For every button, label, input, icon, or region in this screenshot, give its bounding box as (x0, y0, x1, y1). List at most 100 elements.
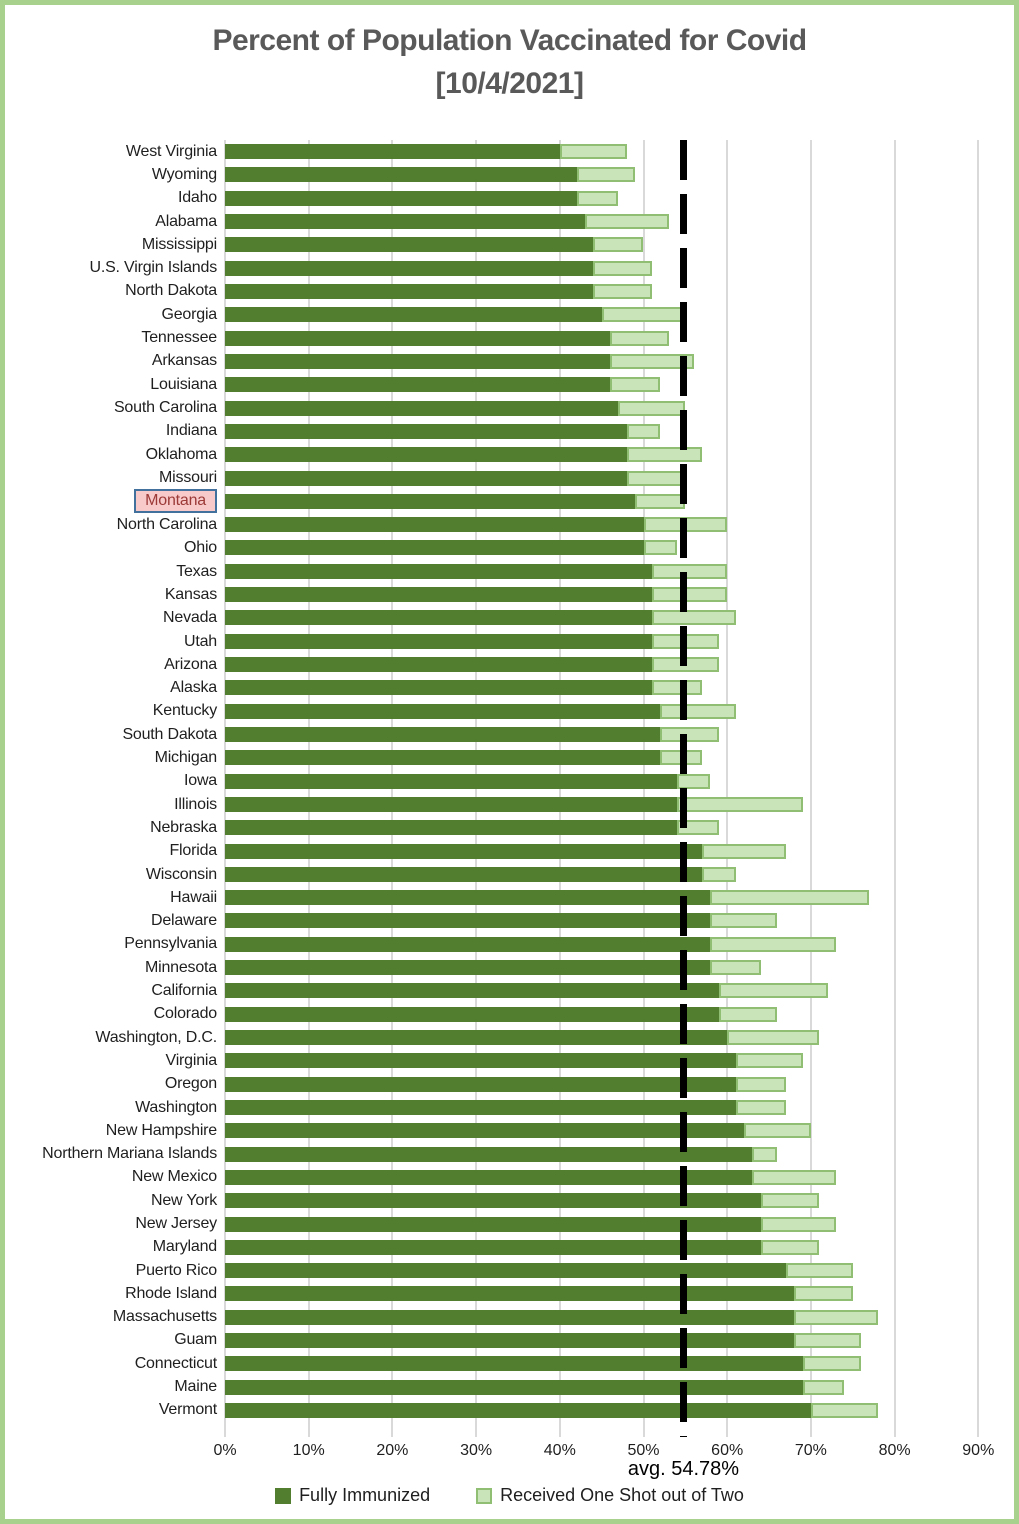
bar-fully-immunized (225, 470, 627, 486)
x-tick-label: 70% (794, 1442, 827, 1459)
bar-one-shot (718, 1006, 778, 1022)
category-label: Maine (174, 1378, 217, 1396)
bar-one-shot (710, 960, 761, 976)
legend-item-one-shot: Received One Shot out of Two (476, 1485, 744, 1506)
bar-row (225, 769, 1003, 792)
bar-one-shot (785, 1263, 853, 1279)
category-label: Northern Mariana Islands (42, 1145, 217, 1163)
category-label: Guam (174, 1331, 217, 1349)
bar-row (225, 1049, 1003, 1072)
legend: Fully Immunized Received One Shot out of… (5, 1485, 1014, 1506)
x-tick-label: 60% (711, 1442, 744, 1459)
bar-row (225, 979, 1003, 1002)
category-label: Colorado (153, 1005, 218, 1023)
bar-one-shot (760, 1239, 820, 1255)
chart-title-line2: [10/4/2021] (435, 67, 584, 100)
bar-one-shot (718, 983, 828, 999)
category-label: North Dakota (125, 282, 217, 300)
label-row: Arkansas (5, 350, 217, 373)
label-row: Oregon (5, 1073, 217, 1096)
bar-fully-immunized (225, 750, 661, 766)
category-label: Illinois (174, 795, 217, 813)
bar-one-shot (576, 190, 619, 206)
bar-fully-immunized (225, 610, 652, 626)
bar-fully-immunized (225, 423, 627, 439)
bar-fully-immunized (225, 983, 719, 999)
label-row: Kansas (5, 583, 217, 606)
bar-one-shot (626, 447, 703, 463)
bar-one-shot (794, 1286, 853, 1302)
bar-one-shot (593, 237, 644, 253)
label-row: Michigan (5, 746, 218, 769)
bar-row (225, 1352, 1003, 1375)
bar-row (225, 257, 1003, 280)
bar-row (225, 1236, 1003, 1259)
label-row: Nevada (5, 607, 217, 630)
bar-fully-immunized (225, 1053, 736, 1069)
bar-one-shot (760, 1216, 836, 1232)
gridline (726, 140, 729, 1437)
bar-row (225, 723, 1003, 746)
category-label: Washington, D.C. (95, 1028, 217, 1046)
bar-row (225, 466, 1003, 489)
category-label: Georgia (161, 305, 217, 323)
bar-fully-immunized (225, 1403, 811, 1419)
label-row: Wisconsin (5, 863, 217, 886)
x-tick-label: 40% (543, 1442, 576, 1459)
label-row: Tennessee (5, 326, 217, 349)
label-row: Connecticut (5, 1352, 217, 1375)
gridline (977, 140, 980, 1437)
bar-fully-immunized (225, 1309, 795, 1325)
category-label: North Carolina (116, 516, 218, 534)
label-row: Delaware (5, 910, 217, 933)
bars-container (225, 140, 1003, 1422)
bar-one-shot (752, 1169, 836, 1185)
bar-row (225, 420, 1003, 443)
bar-fully-immunized (225, 913, 711, 929)
label-row: Northern Mariana Islands (5, 1142, 217, 1165)
label-row: Maryland (5, 1236, 217, 1259)
label-row: Virginia (5, 1049, 218, 1072)
label-row: New Jersey (5, 1212, 217, 1235)
y-axis-labels: West Virginia Wyoming Idaho Alabama Mississi… (5, 140, 217, 1422)
label-row: Maine (5, 1375, 217, 1398)
bar-row (225, 1259, 1003, 1282)
label-row: Nebraska (5, 816, 217, 839)
bar-fully-immunized (225, 1193, 761, 1209)
bar-row (225, 560, 1003, 583)
category-label: New Jersey (135, 1215, 217, 1232)
bar-one-shot (702, 843, 786, 859)
bar-one-shot (610, 353, 694, 369)
category-label: U.S. Virgin Islands (89, 259, 217, 277)
bar-fully-immunized (225, 680, 652, 696)
bar-fully-immunized (225, 1263, 786, 1279)
category-label: South Carolina (113, 398, 217, 416)
category-label: Texas (176, 562, 217, 580)
label-row: California (5, 979, 217, 1002)
bar-row (225, 140, 1003, 163)
x-axis: 0% 10% 20% 30% 40% 50% 60% 70% 80% 90% (213, 1442, 1003, 1462)
label-row: Alabama (5, 210, 217, 233)
category-label: Connecticut (134, 1354, 217, 1372)
category-label: Alaska (170, 679, 217, 697)
label-row: Idaho (5, 187, 217, 210)
bar-fully-immunized (225, 726, 661, 742)
bar-row (225, 536, 1003, 559)
bar-one-shot (593, 284, 652, 300)
bar-row (225, 886, 1003, 909)
label-row: Utah (5, 630, 217, 653)
bar-fully-immunized (225, 353, 611, 369)
average-label: avg. 54.78% (627, 1458, 740, 1480)
bar-fully-immunized (225, 144, 560, 160)
bar-one-shot (810, 1403, 878, 1419)
bar-fully-immunized (225, 517, 644, 533)
chart-title: Percent of Population Vaccinated for Cov… (5, 19, 1014, 105)
x-tick-label: 10% (292, 1442, 325, 1459)
category-label: Hawaii (170, 888, 217, 906)
bar-row (225, 210, 1003, 233)
bar-row (225, 233, 1003, 256)
label-row: New Hampshire (5, 1119, 217, 1142)
bar-row (225, 1026, 1003, 1049)
bar-one-shot (735, 1099, 786, 1115)
category-label: Tennessee (141, 329, 217, 347)
